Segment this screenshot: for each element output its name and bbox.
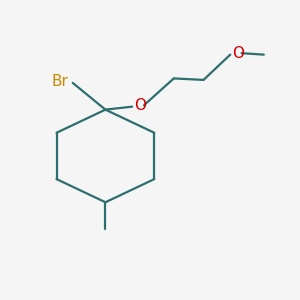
Text: O: O xyxy=(232,46,244,61)
Text: O: O xyxy=(134,98,146,113)
Text: Br: Br xyxy=(51,74,68,89)
